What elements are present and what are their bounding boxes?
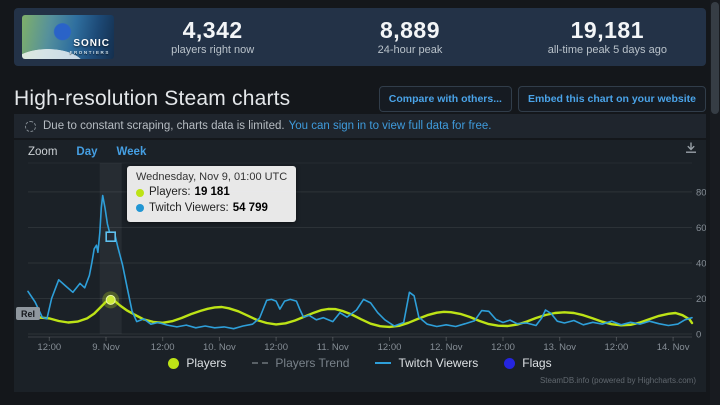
series-line-players <box>26 298 694 329</box>
tooltip-title: Wednesday, Nov 9, 01:00 UTC <box>136 171 288 183</box>
x-axis-label: 12. Nov <box>430 342 463 353</box>
game-logo-subtext: FRONTIERS <box>69 50 110 55</box>
stat-value: 19,181 <box>570 16 644 43</box>
tooltip-series-value: 54 799 <box>232 201 268 214</box>
legend-item-players[interactable]: Players <box>168 356 226 370</box>
y-axis-label: 80k <box>696 187 706 198</box>
zoom-label: Zoom <box>28 146 58 158</box>
x-axis-label: 12:00 <box>605 342 629 353</box>
compare-button[interactable]: Compare with others... <box>378 86 512 112</box>
page-header: High-resolution Steam charts Compare wit… <box>14 84 706 114</box>
players-trend-marker-icon <box>252 362 269 364</box>
x-axis-label: 13. Nov <box>543 342 576 353</box>
stat-label: all-time peak 5 days ago <box>547 44 667 57</box>
y-axis-label: 20k <box>696 294 706 305</box>
stat-value: 4,342 <box>182 16 243 43</box>
dashed-circle-icon <box>25 120 36 132</box>
players-marker-icon <box>168 357 180 369</box>
chart-panel: 0 20k 40k 60k 80k 12:00 9. Nov 12:00 10. Nov 12:0… <box>14 140 706 392</box>
tooltip-row: Twitch Viewers: 54 799 <box>136 201 287 217</box>
legend-item-flags[interactable]: Flags <box>504 356 552 370</box>
x-axis-label: 12:00 <box>37 342 61 353</box>
stat-value: 8,889 <box>379 16 441 43</box>
game-capsule-image[interactable]: SONIC FRONTIERS <box>22 15 114 59</box>
notice-text: Due to constant scraping, charts data is… <box>43 120 285 132</box>
page-scrollbar[interactable] <box>710 0 720 405</box>
stat-peak-alltime: 19,181 all-time peak 5 days ago <box>509 18 706 56</box>
x-axis-label: 12:00 <box>264 342 288 353</box>
legend-label: Twitch Viewers <box>398 356 479 370</box>
stat-label: 24-hour peak <box>377 44 443 57</box>
x-axis-label: 14. Nov <box>657 342 690 353</box>
zoom-option-day[interactable]: Day <box>76 146 98 158</box>
game-logo-text: SONIC <box>73 38 110 49</box>
tooltip-row: Players: 19 181 <box>136 185 287 201</box>
y-axis-label: 40k <box>696 259 706 270</box>
page-title: High-resolution Steam charts <box>14 87 291 110</box>
sign-in-link[interactable]: You can sign in to view full data for fr… <box>288 120 492 132</box>
header-buttons: Compare with others... Embed this chart o… <box>378 86 706 112</box>
series-line-twitch-viewers <box>27 194 693 330</box>
legend-item-twitch-viewers[interactable]: Twitch Viewers <box>375 356 478 370</box>
stats-container: 4,342 players right now 8,889 24-hour peak 1… <box>114 18 706 56</box>
svg-text:Rel: Rel <box>21 309 35 319</box>
x-axis-label: 12:00 <box>378 342 402 353</box>
x-axis-label: 10. Nov <box>203 342 236 353</box>
series-dot-icon <box>136 188 144 197</box>
embed-button[interactable]: Embed this chart on your website <box>517 86 706 112</box>
credits-link[interactable]: SteamDB.info (powered by Highcharts.com) <box>539 376 696 385</box>
y-axis-label: 60k <box>696 223 706 234</box>
download-chart-icon[interactable] <box>683 140 699 156</box>
chart-tooltip: Wednesday, Nov 9, 01:00 UTC Players: 19 1… <box>127 166 297 223</box>
x-axis-label: 9. Nov <box>92 342 120 353</box>
chart-legend: Players Players Trend Twitch Viewers Flags <box>14 356 706 370</box>
stat-players-now: 4,342 players right now <box>114 18 311 56</box>
legend-item-players-trend[interactable]: Players Trend <box>252 356 349 370</box>
stat-label: players right now <box>171 44 255 57</box>
notice-bar: Due to constant scraping, charts data is… <box>14 114 706 138</box>
twitch-viewers-marker-icon <box>375 362 392 364</box>
zoom-controls: Zoom Day Week <box>28 146 146 158</box>
x-axis-label: 12:00 <box>491 342 515 353</box>
chart-plot-area[interactable]: 0 20k 40k 60k 80k 12:00 9. Nov 12:00 10. Nov 12:0… <box>14 140 706 392</box>
stat-peak-24h: 8,889 24-hour peak <box>311 18 508 56</box>
x-axis-label: 12:00 <box>151 342 175 353</box>
zoom-option-week[interactable]: Week <box>116 146 147 158</box>
legend-label: Flags <box>522 356 552 370</box>
players-hover-marker <box>105 294 116 305</box>
series-dot-icon <box>136 204 144 213</box>
tooltip-series-name: Players: <box>149 186 191 198</box>
legend-label: Players <box>186 356 227 370</box>
tooltip-series-name: Twitch Viewers: <box>149 201 229 214</box>
flag-marker[interactable]: Rel <box>16 307 40 320</box>
x-axis-label: 11. Nov <box>317 342 349 353</box>
flags-marker-icon <box>504 357 516 369</box>
legend-label: Players Trend <box>275 356 350 370</box>
stats-bar: SONIC FRONTIERS 4,342 players right now 8,… <box>14 8 706 66</box>
scrollbar-thumb[interactable] <box>711 2 719 114</box>
tooltip-series-value: 19 181 <box>194 186 230 198</box>
y-axis-label: 0 <box>696 330 701 341</box>
twitch-hover-marker <box>105 231 116 242</box>
